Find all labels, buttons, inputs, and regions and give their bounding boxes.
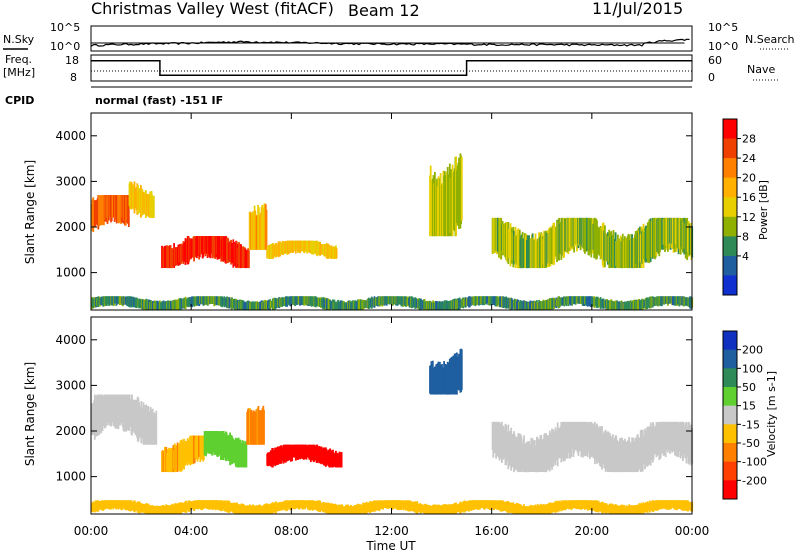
nsky-tick-bottom: 10^0 [50, 40, 80, 53]
colorbar-swatch [723, 387, 737, 407]
nsky-tick-top: 10^5 [50, 21, 80, 34]
colorbar-tick-label: 24 [742, 152, 756, 165]
time-tick-label: 20:00 [575, 524, 610, 538]
colorbar-swatch [723, 368, 737, 388]
colorbar-swatch [723, 216, 737, 237]
colorbar-swatch [723, 443, 737, 463]
data-cell [340, 452, 343, 468]
range-tick-label: 2000 [55, 220, 86, 234]
nave-label: Nave [747, 63, 775, 76]
data-cell [263, 409, 265, 445]
nsearch-label: N.Search [745, 33, 795, 46]
colorbar-tick-label: 16 [742, 191, 756, 204]
nsky-panel [90, 25, 693, 52]
time-tick-label: 00:00 [675, 524, 710, 538]
velocity-yticks: 4000 3000 2000 1000 [55, 333, 692, 484]
colorbar-swatch [723, 275, 737, 296]
date-label: 11/Jul/2015 [592, 0, 683, 18]
colorbar-swatch [723, 158, 737, 179]
colorbar-swatch [723, 349, 737, 369]
colorbar-swatch [723, 480, 737, 500]
time-tick-label: 16:00 [474, 524, 509, 538]
range-tick-label: 1000 [55, 470, 86, 484]
time-axis: 00:00 04:00 08:00 12:00 16:00 20:00 00:00 [74, 113, 710, 538]
colorbar-tick-label: 28 [742, 133, 756, 146]
colorbar-swatch [723, 461, 737, 481]
freq-tick-top: 18 [65, 54, 79, 67]
beam-label: Beam 12 [348, 1, 420, 20]
freq-panel [90, 54, 693, 82]
power-data [91, 153, 694, 310]
nsky-trace [90, 38, 690, 47]
colorbar-frame [722, 330, 738, 500]
power-panel [91, 113, 692, 310]
colorbar-tick-label: 20 [742, 172, 756, 185]
range-tick-label: 3000 [55, 378, 86, 392]
nsearch-tick-bottom: 10^0 [708, 40, 738, 53]
colorbar-tick-label: 50 [742, 381, 756, 394]
range-tick-label: 4000 [55, 129, 86, 143]
colorbar-tick-label: -200 [742, 474, 767, 487]
colorbar-tick-label: 15 [742, 400, 756, 413]
nsearch-tick-top: 10^5 [708, 21, 738, 34]
nave-tick-bottom: 0 [708, 71, 715, 84]
velocity-ylabel: Slant Range [km] [23, 362, 37, 466]
cpid-label: CPID [5, 94, 34, 107]
freq-tick-bottom: 8 [70, 71, 77, 84]
power-ylabel: Slant Range [km] [23, 160, 37, 264]
plot-title: Christmas Valley West (fitACF) [91, 0, 334, 18]
time-tick-label: 04:00 [174, 524, 209, 538]
freq-label-line2: [MHz] [3, 66, 35, 79]
data-cell [245, 441, 248, 468]
range-tick-label: 3000 [55, 174, 86, 188]
colorbar-swatch [723, 138, 737, 159]
colorbar-tick-label: -50 [742, 437, 760, 450]
range-tick-label: 4000 [55, 333, 86, 347]
data-cell [460, 349, 463, 390]
nave-tick-top: 60 [708, 54, 722, 67]
colorbar-tick-label: -15 [742, 418, 760, 431]
freq-series-line [91, 60, 692, 76]
freq-trace [91, 60, 692, 76]
data-cell [152, 195, 155, 218]
nsky-label: N.Sky [3, 33, 35, 46]
colorbar-tick-label: 100 [742, 362, 763, 375]
velocity-data [91, 348, 694, 514]
colorbar-swatch [723, 236, 737, 257]
colorbar-tick-label: -100 [742, 456, 767, 469]
time-tick-label: 08:00 [274, 524, 309, 538]
colorbar-tick-label: 200 [742, 344, 763, 357]
range-tick-label: 1000 [55, 266, 86, 280]
cpid-value: normal (fast) -151 IF [95, 94, 223, 107]
colorbar-tick-label: 12 [742, 211, 756, 224]
colorbar-tick-label: 8 [742, 230, 749, 243]
velocity-colorbar: 200 100 50 15 -15 -50 -100 -200 [722, 330, 767, 500]
velocity-panel [91, 317, 692, 514]
colorbar-swatch [723, 177, 737, 198]
data-cell [265, 209, 268, 247]
data-cell [248, 250, 250, 269]
data-cell [155, 410, 158, 445]
data-cell [460, 156, 463, 221]
velocity-colorbar-label: Velocity [m s-1] [765, 371, 778, 457]
range-tick-label: 2000 [55, 424, 86, 438]
time-tick-label: 12:00 [374, 524, 409, 538]
time-tick-label: 00:00 [74, 524, 109, 538]
colorbar-swatch [723, 197, 737, 218]
power-yticks: 4000 3000 2000 1000 [55, 129, 692, 280]
data-cell [335, 248, 338, 259]
colorbar-swatch [723, 331, 737, 351]
colorbar-tick-label: 4 [742, 250, 749, 263]
power-colorbar-label: Power [dB] [757, 180, 770, 240]
colorbar-swatch [723, 255, 737, 276]
colorbar-frame [722, 118, 738, 296]
power-colorbar: 28 24 20 16 12 8 4 [722, 118, 756, 296]
time-axis-label: Time UT [365, 539, 416, 553]
data-cell [127, 195, 130, 227]
colorbar-swatch [723, 424, 737, 444]
colorbar-swatch [723, 119, 737, 140]
freq-label-line1: Freq. [5, 53, 32, 66]
colorbar-swatch [723, 405, 737, 425]
